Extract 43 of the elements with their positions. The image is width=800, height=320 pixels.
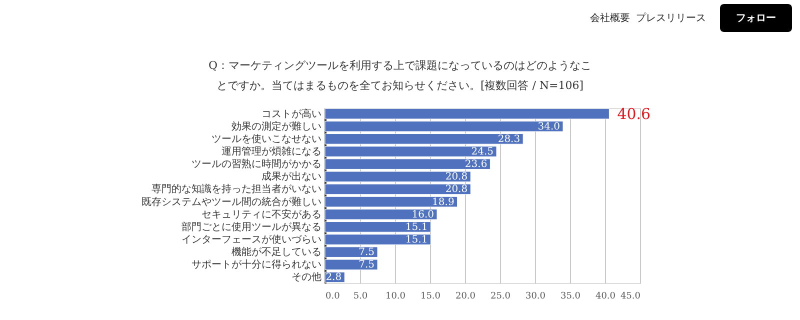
y-tick-label: 既存システムやツール間の統合が難しい xyxy=(142,196,322,208)
y-tick-label: インターフェースが使いづらい xyxy=(182,234,322,246)
text: Q：マーケティングツールを利用する上で課題になっているのはどのようなこ xyxy=(208,59,592,72)
text: フォロー xyxy=(736,13,776,24)
data-label: 2.8 xyxy=(326,272,342,284)
x-tick-label: 20.0 xyxy=(455,292,476,302)
x-tick-label: 40.0 xyxy=(595,292,616,302)
data-label: 18.9 xyxy=(432,196,454,208)
x-tick-label: 5.0 xyxy=(353,292,368,302)
data-label: 15.1 xyxy=(405,234,428,246)
y-tick-label: 専門的な知識を持った担当者がいない xyxy=(152,183,322,196)
data-label: 7.5 xyxy=(358,247,374,258)
text: とですか。当てはまるものを全てお知らせください。[複数回答 / N=106] xyxy=(216,79,584,92)
x-tick-label: 10.0 xyxy=(385,292,406,302)
y-tick-label: 機能が不足している xyxy=(232,246,322,258)
data-label: 20.8 xyxy=(445,172,468,183)
data-label: 16.0 xyxy=(412,209,434,220)
data-label: 23.6 xyxy=(464,159,488,170)
y-tick-label: 成果が出ない xyxy=(262,170,322,183)
y-tick-label: ツールを使いこなせない xyxy=(212,134,322,145)
text: 会社概要 xyxy=(590,12,630,24)
y-tick-label: ツールの習熟に時間がかかる xyxy=(192,158,322,170)
y-tick-label: 効果の測定が難しい xyxy=(232,120,322,132)
y-tick-label: その他 xyxy=(292,271,322,284)
text: プレスリリース xyxy=(636,12,706,24)
data-label: 20.8 xyxy=(445,184,468,196)
data-label: 15.1 xyxy=(405,222,428,233)
x-tick-label: 25.0 xyxy=(490,292,511,302)
x-tick-label: 15.0 xyxy=(420,292,441,302)
x-tick-label: 0.0 xyxy=(326,292,340,302)
x-tick-label: 45.0 xyxy=(620,292,641,302)
data-label: 40.6 xyxy=(617,104,651,123)
x-tick-label: 35.0 xyxy=(560,292,581,302)
data-label: 24.5 xyxy=(471,146,494,158)
data-label: 7.5 xyxy=(358,260,374,271)
y-tick-label: セキュリティに不安がある xyxy=(202,208,322,220)
y-tick-label: 部門ごとに使用ツールが異なる xyxy=(182,220,322,233)
y-tick-label: 運用管理が煩雑になる xyxy=(222,146,322,158)
data-label: 28.3 xyxy=(498,134,520,145)
data-label: 34.0 xyxy=(538,121,560,132)
y-tick-label: サポートが十分に得られない xyxy=(192,258,322,271)
x-tick-label: 30.0 xyxy=(525,292,546,302)
y-tick-label: コストが高い xyxy=(262,108,322,120)
